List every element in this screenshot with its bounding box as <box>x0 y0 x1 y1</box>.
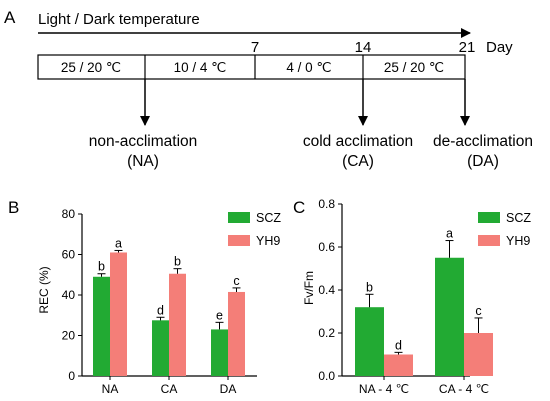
x-tick-label: DA <box>220 382 237 396</box>
stage-ca-abbr: (CA) <box>342 153 374 170</box>
y-tick-label: 20 <box>62 329 76 343</box>
timeline-header: Light / Dark temperature <box>38 11 200 28</box>
y-tick-label: 80 <box>62 207 76 221</box>
stage-na-abbr: (NA) <box>127 153 159 170</box>
y-tick-label: 0 <box>68 369 75 383</box>
chart-b-ylabel: REC (%) <box>37 266 51 313</box>
panel-a: A Light / Dark temperature 7 14 21 Day 2… <box>4 8 533 170</box>
significance-letter: d <box>395 338 402 352</box>
x-tick-label: CA <box>161 382 178 396</box>
bar-yh9 <box>384 354 413 376</box>
significance-letter: b <box>366 280 373 294</box>
stage-da-abbr: (DA) <box>467 153 499 170</box>
y-tick-label: 40 <box>62 288 76 302</box>
bar-yh9 <box>169 273 186 376</box>
stage-ca-name: cold acclimation <box>303 133 413 150</box>
bar-scz <box>211 329 228 376</box>
x-tick-label: NA <box>102 382 119 396</box>
significance-letter: e <box>216 308 223 322</box>
significance-letter: a <box>446 227 453 241</box>
segment-2-temp: 10 / 4 ℃ <box>174 60 227 75</box>
legend-label-yh9: YH9 <box>256 234 280 248</box>
legend-swatch-yh9 <box>478 235 500 246</box>
legend-label-scz: SCZ <box>506 211 531 225</box>
day-unit: Day <box>486 39 513 56</box>
legend-swatch-scz <box>478 212 500 223</box>
segment-1-temp: 25 / 20 ℃ <box>61 60 121 75</box>
significance-letter: a <box>115 236 122 250</box>
y-tick-label: 0.2 <box>318 326 335 340</box>
panel-c-label: C <box>293 198 305 217</box>
stage-na-name: non-acclimation <box>89 133 198 150</box>
bar-scz <box>435 257 464 376</box>
panel-b-label: B <box>8 198 19 217</box>
significance-letter: b <box>98 260 105 274</box>
x-tick-label: CA - 4 ℃ <box>439 382 489 396</box>
legend-label-yh9: YH9 <box>506 234 530 248</box>
bar-yh9 <box>464 333 493 376</box>
legend-label-scz: SCZ <box>256 211 281 225</box>
legend-swatch-yh9 <box>228 235 250 246</box>
day-tick-7: 7 <box>251 39 259 56</box>
legend-swatch-scz <box>228 212 250 223</box>
bar-scz <box>152 320 169 376</box>
chart-c: C Fv/Fm 0.0 0.2 0.4 0.6 0.8 NA - 4 ℃ b d CA - 4 … <box>293 197 531 396</box>
segment-3-temp: 4 / 0 ℃ <box>286 60 331 75</box>
panel-a-label: A <box>4 8 16 27</box>
y-tick-label: 0.8 <box>318 197 335 211</box>
day-tick-21: 21 <box>459 39 476 56</box>
segment-4-temp: 25 / 20 ℃ <box>384 60 444 75</box>
y-tick-label: 0.0 <box>318 369 335 383</box>
significance-letter: b <box>174 255 181 269</box>
schedule-box <box>37 54 466 80</box>
significance-letter: d <box>157 303 164 317</box>
bar-scz <box>355 307 384 376</box>
significance-letter: c <box>233 274 239 288</box>
bar-scz <box>93 276 110 376</box>
chart-c-ylabel: Fv/Fm <box>302 271 316 305</box>
day-tick-14: 14 <box>355 39 372 56</box>
significance-letter: c <box>475 304 481 318</box>
stage-da-name: de-acclimation <box>433 133 533 150</box>
y-tick-label: 0.4 <box>318 283 335 297</box>
bar-yh9 <box>228 291 245 376</box>
bar-yh9 <box>110 252 127 376</box>
y-tick-label: 0.6 <box>318 240 335 254</box>
x-tick-label: NA - 4 ℃ <box>359 382 409 396</box>
y-tick-label: 60 <box>62 248 76 262</box>
